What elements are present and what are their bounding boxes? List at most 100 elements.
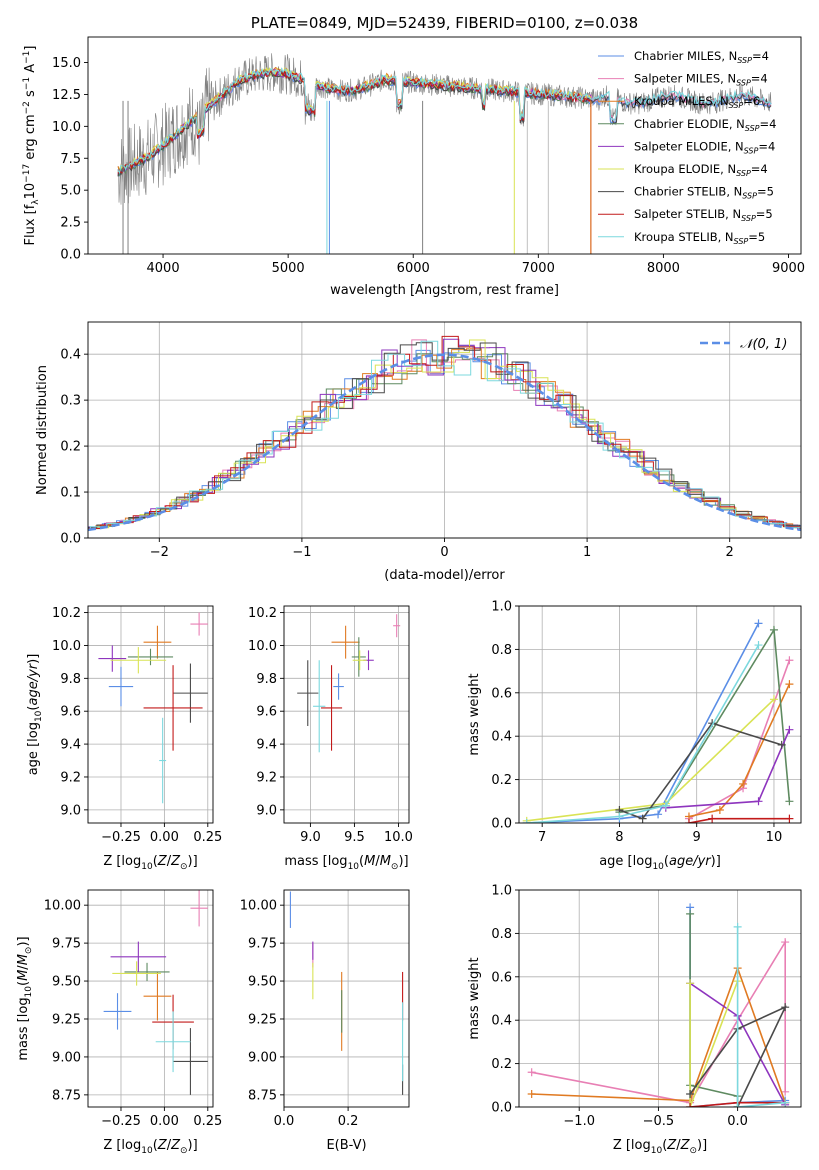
x-axis-label: wavelength [Angstrom, rest frame]	[330, 283, 559, 298]
y-tick-label: 9.4	[256, 738, 277, 753]
weight-marker-6	[686, 1089, 695, 1098]
legend-label-2: Kroupa MILES, NSSP=6	[634, 94, 760, 110]
x-tick-label: 0.2	[338, 1114, 359, 1129]
weight-marker-8	[781, 1098, 790, 1107]
x-tick-label: −1.0	[563, 1114, 595, 1129]
x-tick-label: 1	[583, 545, 591, 560]
x-axis-label-age-vs-Z: Z [log10(Z/Z⊙)]	[103, 854, 197, 872]
y-tick-label: 10.2	[52, 606, 81, 621]
y-tick-label: 0.0	[60, 532, 81, 547]
x-tick-label: −1	[292, 545, 311, 560]
x-tick-label: 0.00	[150, 1114, 179, 1129]
x-tick-label: −2	[150, 545, 169, 560]
residual-histogram-5	[88, 339, 801, 531]
weight-marker-0	[654, 810, 663, 819]
weight-marker-6	[781, 1003, 790, 1012]
weight-marker-8	[661, 801, 670, 810]
weight-marker-8	[733, 922, 742, 931]
x-tick-label: 0.00	[150, 830, 179, 845]
y-axis-label-age: age [log10(age/yr)]	[26, 654, 44, 776]
x-tick-label: 9.5	[344, 830, 365, 845]
x-axis-label: (data-model)/error	[384, 568, 505, 583]
y-tick-label: 9.50	[248, 975, 277, 990]
y-tick-label: 8.75	[248, 1088, 277, 1103]
y-tick-label: 0.4	[491, 1014, 512, 1029]
residual-histogram-7	[88, 335, 801, 530]
x-axis-label-mass-vs-Z: Z [log10(Z/Z⊙)]	[103, 1138, 197, 1156]
x-tick-label: 2	[726, 545, 734, 560]
y-tick-label: 9.25	[248, 1012, 277, 1027]
x-tick-label: 7	[538, 830, 546, 845]
x-tick-label: 6000	[397, 261, 430, 276]
weight-marker-5	[686, 979, 695, 988]
chart-title: PLATE=0849, MJD=52439, FIBERID=0100, z=0…	[251, 14, 638, 32]
y-tick-label: 10.00	[44, 899, 81, 914]
y-tick-label: 0.8	[491, 927, 512, 942]
y-tick-label: 0.4	[60, 348, 81, 363]
weight-marker-6	[777, 740, 786, 749]
y-tick-label: 10.0	[52, 120, 81, 135]
age_vs_Z-frame	[87, 605, 214, 824]
y-axis-label-weight: mass weight	[467, 957, 482, 1039]
x-tick-label: 10	[766, 830, 783, 845]
weight-series-3	[619, 627, 791, 813]
y-tick-label: 9.75	[248, 937, 277, 952]
weight-series-0	[526, 623, 760, 823]
weight-marker-8	[522, 819, 531, 823]
y-axis-label: Flux [fλ10−17 erg cm−2 s−1 A−1]	[22, 46, 41, 246]
y-axis-label-weight: mass weight	[467, 673, 482, 755]
x-tick-label: −0.25	[101, 1114, 141, 1129]
y-tick-label: 9.75	[52, 937, 81, 952]
weight-marker-4	[785, 725, 794, 734]
y-tick-label: 0.0	[491, 817, 512, 832]
y-axis-label-mass: mass [log10(M/M⊙)]	[16, 936, 34, 1060]
weight-marker-2	[715, 805, 724, 814]
x-axis-label-weight-vs-Z: Z [log10(Z/Z⊙)]	[613, 1138, 707, 1156]
massweight_vs_Z-frame	[518, 889, 802, 1108]
x-tick-label: 8	[615, 830, 623, 845]
legend-label-0: Chabrier MILES, NSSP=4	[634, 49, 769, 65]
y-tick-label: 5.0	[60, 184, 81, 199]
y-tick-label: 9.4	[60, 738, 81, 753]
weight-marker-3	[769, 625, 778, 634]
y-tick-label: 9.6	[256, 705, 277, 720]
y-tick-label: 9.00	[52, 1050, 81, 1065]
mass_vs_Z-frame	[87, 889, 214, 1108]
weight-marker-7	[684, 819, 693, 823]
age_vs_mass-frame	[283, 605, 410, 824]
y-tick-label: 1.0	[491, 600, 512, 615]
y-tick-label: 0.3	[60, 394, 81, 409]
y-tick-label: 9.25	[52, 1012, 81, 1027]
y-tick-label: 0.1	[60, 486, 81, 501]
y-tick-label: 9.8	[60, 672, 81, 687]
x-tick-label: 0.0	[274, 1114, 295, 1129]
weight-marker-6	[638, 814, 647, 823]
legend-label-4: Salpeter ELODIE, NSSP=4	[634, 139, 775, 155]
y-tick-label: 0.2	[491, 773, 512, 788]
y-tick-label: 7.5	[60, 152, 81, 167]
y-tick-label: 15.0	[52, 56, 81, 71]
y-tick-label: 0.2	[60, 440, 81, 455]
y-tick-label: 12.5	[52, 88, 81, 103]
weight-marker-4	[754, 797, 763, 806]
weight-marker-1	[781, 938, 790, 947]
mass_vs_Z-axes: −0.25 0.00 0.25 8.75 9.00 9.25 9.50 9.75 10.00	[44, 890, 222, 1129]
legend-label-8: Kroupa STELIB, NSSP=5	[634, 230, 765, 246]
mass_vs_ebv-axes: 0.0 0.2 8.75 9.00 9.25 9.50 9.75 10.00	[240, 890, 409, 1129]
residuals-frame	[87, 321, 802, 539]
y-tick-label: 0.6	[491, 686, 512, 701]
y-tick-label: 0.4	[491, 730, 512, 745]
weight-marker-1	[785, 656, 794, 665]
spectrum-frame	[87, 36, 802, 255]
y-tick-label: 9.2	[256, 770, 277, 785]
weight-marker-2	[785, 680, 794, 689]
weight-series-2	[688, 683, 791, 818]
y-tick-label: 10.2	[248, 606, 277, 621]
weight-series-2	[531, 965, 786, 1103]
x-tick-label: 7000	[522, 261, 555, 276]
weight-marker-3	[686, 909, 695, 918]
y-tick-label: 1.0	[491, 884, 512, 899]
x-tick-label: 0.25	[193, 1114, 222, 1129]
y-tick-label: 8.75	[52, 1088, 81, 1103]
